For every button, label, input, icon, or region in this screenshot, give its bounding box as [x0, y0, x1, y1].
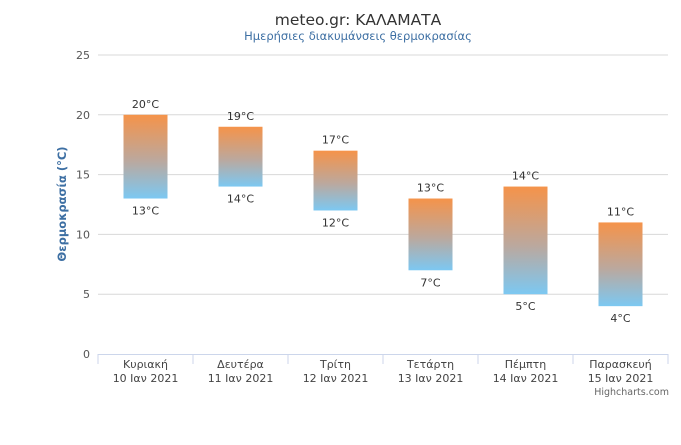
temperature-range-bar[interactable] — [503, 186, 548, 295]
x-category-date: 10 Ιαν 2021 — [113, 372, 179, 385]
low-temp-label: 4°C — [610, 312, 630, 325]
y-axis-ticks: 0 5 10 15 20 25 — [76, 49, 90, 361]
temperature-range-bar[interactable] — [123, 114, 168, 199]
chart-subtitle: Ημερήσιες διακυμάνσεις θερμοκρασίας — [244, 29, 472, 43]
credits-link[interactable]: Highcharts.com — [594, 387, 669, 398]
y-tick-label: 0 — [83, 348, 90, 361]
x-category-day: Πέμπτη — [505, 358, 546, 371]
x-category-date: 12 Ιαν 2021 — [303, 372, 369, 385]
high-temp-label: 13°C — [417, 182, 444, 195]
x-category-date: 14 Ιαν 2021 — [493, 372, 559, 385]
low-temp-label: 14°C — [227, 193, 254, 206]
x-category-day: Τρίτη — [319, 358, 351, 371]
high-temp-label: 14°C — [512, 170, 539, 183]
grid-layer — [98, 54, 668, 295]
temperature-range-bar[interactable] — [598, 222, 643, 307]
x-category-day: Παρασκευή — [589, 358, 652, 371]
y-axis-label: Θερμοκρασία (°C) — [55, 146, 69, 261]
y-tick-label: 10 — [76, 228, 90, 241]
y-tick-label: 5 — [83, 288, 90, 301]
y-tick-label: 25 — [76, 49, 90, 62]
chart-title: meteo.gr: ΚΑΛΑΜΑΤΑ — [275, 11, 442, 29]
temperature-range-bar[interactable] — [313, 150, 358, 211]
temperature-range-bar[interactable] — [408, 198, 453, 271]
x-category-date: 11 Ιαν 2021 — [208, 372, 274, 385]
x-category-day: Κυριακή — [123, 358, 168, 371]
x-category-day: Δευτέρα — [217, 358, 264, 371]
high-temp-label: 20°C — [132, 98, 159, 111]
high-temp-label: 19°C — [227, 110, 254, 123]
low-temp-label: 12°C — [322, 216, 349, 229]
bar-layer — [123, 114, 643, 307]
x-category-date: 15 Ιαν 2021 — [588, 372, 654, 385]
x-category-date: 13 Ιαν 2021 — [398, 372, 464, 385]
high-temp-label: 11°C — [607, 205, 634, 218]
data-label-layer: 20°C 13°C 19°C 14°C 17°C 12°C 13°C 7°C 14°C 5°C 11… — [132, 98, 634, 325]
high-temp-label: 17°C — [322, 134, 349, 147]
low-temp-label: 7°C — [420, 276, 440, 289]
x-category-day: Τετάρτη — [406, 358, 454, 371]
low-temp-label: 5°C — [515, 300, 535, 313]
temperature-range-bar[interactable] — [218, 126, 263, 187]
y-tick-label: 15 — [76, 169, 90, 182]
low-temp-label: 13°C — [132, 205, 159, 218]
y-tick-label: 20 — [76, 109, 90, 122]
